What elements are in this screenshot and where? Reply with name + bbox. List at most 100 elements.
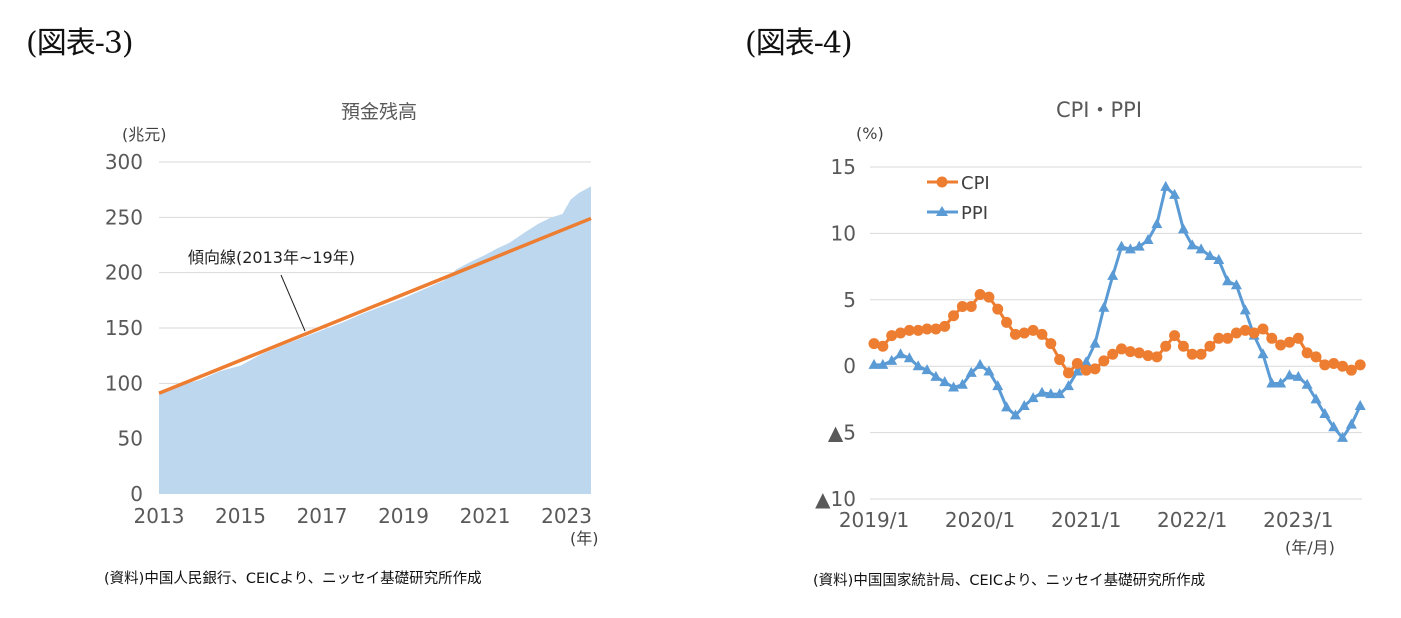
cpi-point [1186,348,1198,360]
cpi-point [1292,332,1304,344]
series-cpi [868,288,1366,379]
ppi-point [1328,421,1340,432]
x-tick-label: 2021 [460,504,511,528]
legend-marker-cpi [936,176,948,188]
cpi-point [1054,354,1066,366]
cpi-point [956,300,968,312]
ppi-point [1036,386,1048,397]
x-tick-label: 2020/1 [945,508,1015,532]
cpi-point [1319,359,1331,371]
cpi-point [1230,327,1242,339]
cpi-point [1337,360,1349,372]
cpi-line [873,292,1361,375]
ppi-point [1337,431,1349,442]
x-tick-label: 2023/1 [1263,508,1333,532]
y-axis-unit-label: (%) [856,124,884,143]
y-tick-label: 50 [118,427,143,451]
cpi-point [1080,364,1092,376]
cpi-point [1283,336,1295,348]
ppi-point [974,358,986,369]
legend-item-cpi: CPI [927,173,990,194]
y-tick-label: ▲5 [828,421,856,445]
cpi-point [1169,330,1181,342]
ppi-point [1071,365,1083,376]
cpi-point [992,303,1004,315]
cpi-point [1098,355,1110,367]
cpi-point [1266,332,1278,344]
ppi-point [877,358,889,369]
y-tick-label: 5 [843,288,856,312]
cpi-point [948,310,960,322]
cpi-point [1027,324,1039,336]
ppi-point [1089,337,1101,348]
figure-4-label: (図表-4) [745,26,853,61]
ppi-point [1301,378,1313,389]
ppi-point [912,360,924,371]
ppi-point [868,358,880,369]
y-tick-label: 250 [105,205,143,229]
cpi-point [1116,343,1128,355]
trend-line [158,216,592,395]
ppi-point [1142,234,1154,245]
cpi-point [930,323,942,335]
cpi-point [1124,346,1136,358]
cpi-point [1222,332,1234,344]
x-tick-label: 2022/1 [1157,508,1227,532]
ppi-point [1345,418,1357,429]
legend-label-ppi: PPI [961,203,988,224]
legend-marker-ppi [936,206,948,216]
y-tick-label: 0 [130,482,143,506]
figure-3-source-note: (資料)中国人民銀行、CEICより、ニッセイ基礎研究所作成 [104,571,482,587]
legend: CPI PPI [927,173,990,224]
cpi-point [1009,328,1021,340]
ppi-point [903,352,915,363]
ppi-point [1045,388,1057,399]
cpi-point [1089,363,1101,375]
cpi-point [939,320,951,332]
ppi-point [1239,304,1251,315]
cpi-point [1036,328,1048,340]
ppi-point [886,354,898,365]
ppi-point [895,348,907,359]
x-tick-label: 2015 [215,504,266,528]
cpi-point [912,324,924,336]
ppi-point [1257,348,1269,359]
cpi-point [1151,351,1163,363]
cpi-point [1045,338,1057,350]
cpi-point [877,340,889,352]
cpi-point [868,338,880,350]
cpi-point [1018,327,1030,339]
ppi-point [1054,388,1066,399]
ppi-point [1266,377,1278,388]
series-ppi [868,180,1366,442]
deposit-balance-chart: 預金残高 (兆元) 0 50 100 150 200 250 300 2013 2015 201… [105,101,599,548]
figure-3-label: (図表-3) [26,26,134,61]
cpi-point [1328,358,1340,370]
ppi-point [1124,243,1136,254]
ppi-point [1283,369,1295,380]
cpi-point [1160,340,1172,352]
ppi-point [1195,243,1207,254]
ppi-point [930,370,942,381]
cpi-point [1204,340,1216,352]
cpi-point [1177,340,1189,352]
y-tick-label: 15 [831,155,856,179]
cpi-point [1062,367,1074,379]
ppi-point [965,366,977,377]
ppi-point [1098,301,1110,312]
chart-title: CPI・PPI [1056,98,1142,122]
ppi-point [1107,269,1119,280]
figure-4-source-note: (資料)中国国家統計局、CEICより、ニッセイ基礎研究所作成 [813,573,1206,589]
x-axis-unit-label: (年/月) [1285,538,1335,557]
cpi-point [1195,348,1207,360]
trend-line-annotation: 傾向線(2013年~19年) [188,248,355,267]
ppi-point [939,376,951,387]
cpi-point [1301,347,1313,359]
ppi-point [1160,180,1172,191]
ppi-point [1062,380,1074,391]
cpi-point [1275,339,1287,351]
ppi-point [1275,377,1287,388]
ppi-point [948,381,960,392]
ppi-point [921,364,933,375]
